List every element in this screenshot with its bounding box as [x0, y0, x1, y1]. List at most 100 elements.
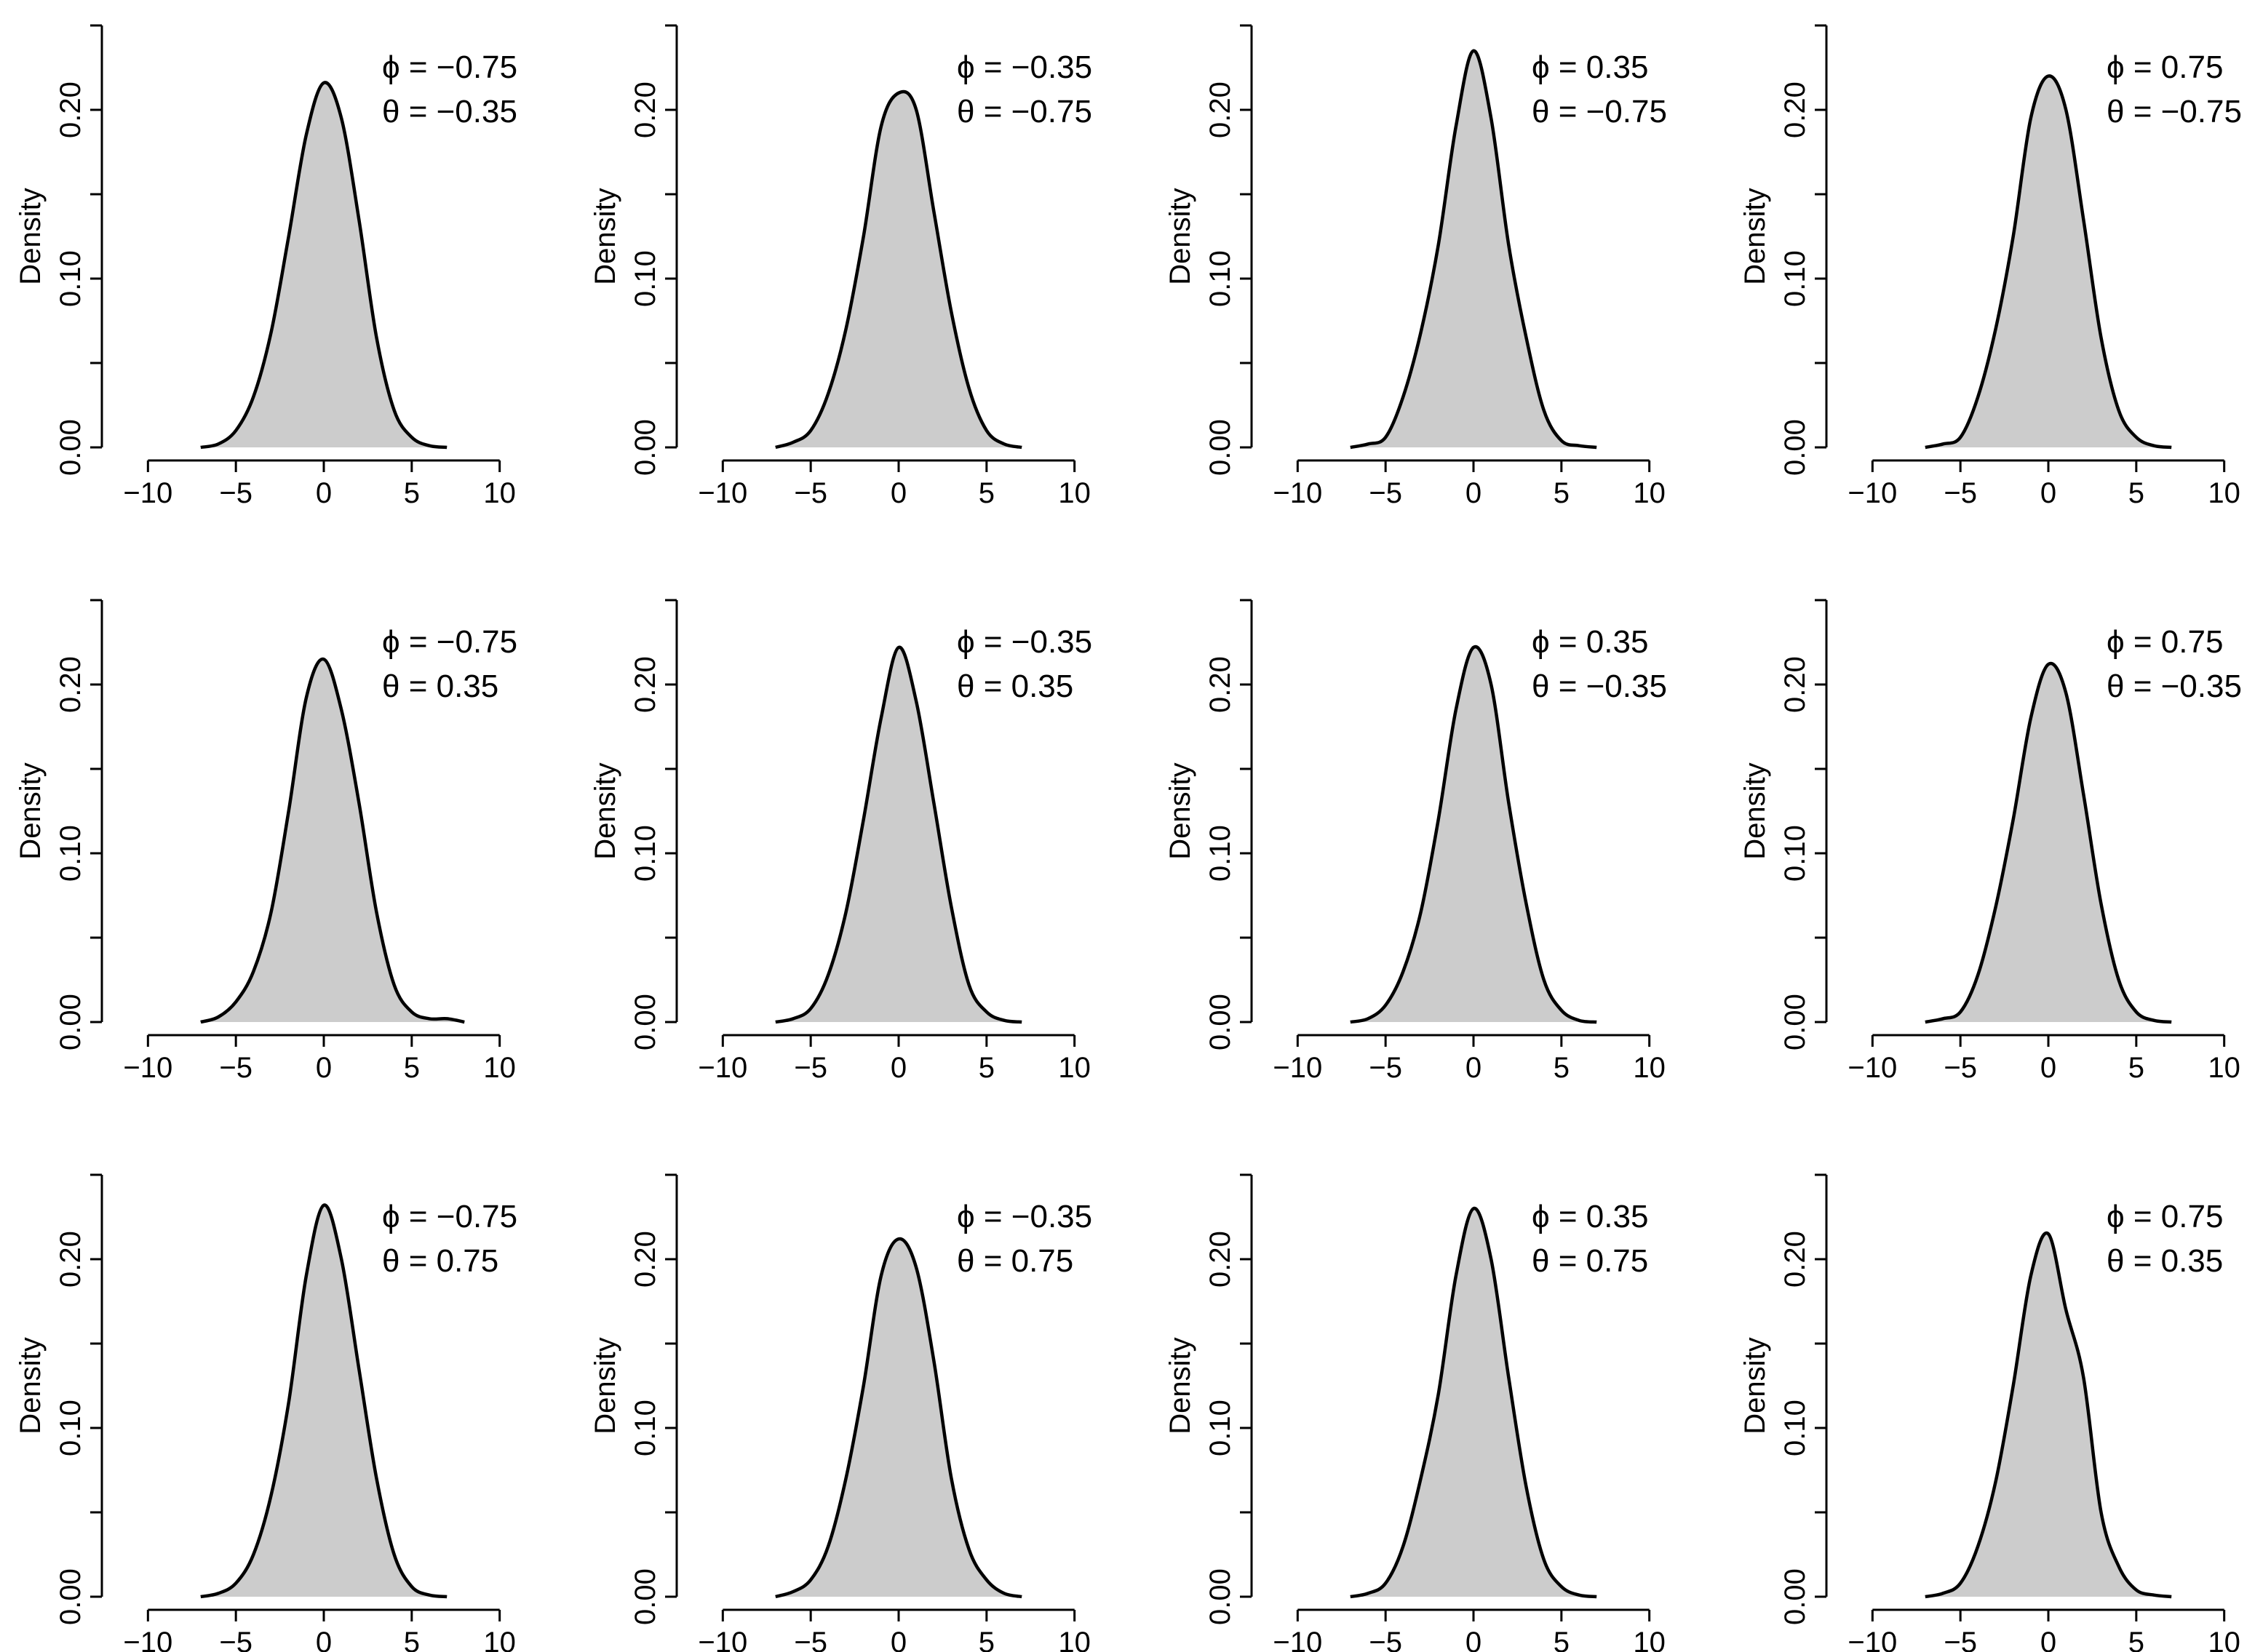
y-tick-label: 0.10 [1204, 1400, 1236, 1456]
y-tick-label: 0.00 [1204, 419, 1236, 476]
panel-9: −10 −5 0 5 10 0.00 0.10 0.20 Density ϕ = −0.75 θ =… [15, 1173, 517, 1652]
panel-4: −10 −5 0 5 10 0.00 0.10 0.20 Density ϕ = 0.75 θ = … [1739, 24, 2242, 509]
panel-7: −10 −5 0 5 10 0.00 0.10 0.20 Density ϕ = 0.35 θ = … [1164, 599, 1667, 1084]
theta-annotation: θ = 0.35 [957, 669, 1073, 704]
x-tick-label: 5 [1554, 1052, 1570, 1084]
y-tick-label: 0.10 [55, 1400, 87, 1456]
y-axis-label: Density [1164, 188, 1196, 284]
phi-annotation: ϕ = −0.35 [957, 1199, 1092, 1234]
theta-annotation: θ = −0.35 [382, 94, 517, 129]
theta-annotation: θ = 0.75 [1532, 1243, 1648, 1279]
y-tick-label: 0.20 [1779, 1231, 1811, 1288]
theta-annotation: θ = 0.35 [2107, 1243, 2223, 1279]
x-tick-label: −10 [1273, 1627, 1322, 1652]
phi-annotation: ϕ = 0.35 [1532, 1199, 1648, 1234]
density-curve [775, 1237, 1022, 1599]
x-tick-label: 5 [979, 1627, 995, 1652]
y-tick-label: 0.10 [1204, 825, 1236, 882]
y-tick-label: 0.00 [55, 1568, 87, 1625]
x-tick-label: −5 [1369, 1627, 1402, 1652]
x-tick-label: 10 [1633, 477, 1666, 509]
density-area [1350, 1208, 1597, 1597]
y-axis-label: Density [589, 188, 621, 284]
x-tick-label: 0 [891, 477, 907, 509]
x-tick-label: 10 [1058, 477, 1091, 509]
x-tick-label: 5 [404, 1627, 420, 1652]
density-area [1350, 647, 1597, 1022]
x-tick-label: −10 [1848, 1627, 1897, 1652]
x-tick-label: 10 [483, 477, 516, 509]
x-tick-label: 5 [979, 477, 995, 509]
theta-annotation: θ = −0.35 [1532, 669, 1667, 704]
y-tick-label: 0.20 [1204, 81, 1236, 138]
phi-annotation: ϕ = 0.35 [1532, 624, 1648, 660]
y-tick-label: 0.20 [1204, 656, 1236, 713]
theta-annotation: θ = 0.75 [382, 1243, 498, 1279]
theta-annotation: θ = 0.35 [382, 669, 498, 704]
phi-annotation: ϕ = 0.75 [2107, 624, 2223, 660]
density-area [1925, 76, 2172, 447]
x-tick-label: −5 [219, 1052, 252, 1084]
phi-annotation: ϕ = −0.75 [382, 624, 517, 660]
x-tick-label: 5 [1554, 1627, 1570, 1652]
x-tick-label: 0 [2040, 1052, 2056, 1084]
y-tick-label: 0.00 [55, 419, 87, 476]
phi-annotation: ϕ = 0.75 [2107, 49, 2223, 85]
density-curve [1925, 661, 2172, 1024]
panel-3: −10 −5 0 5 10 0.00 0.10 0.20 Density ϕ = 0.35 θ = … [1164, 24, 1667, 509]
theta-annotation: θ = −0.75 [1532, 94, 1667, 129]
x-tick-label: −10 [123, 1052, 172, 1084]
x-tick-label: 0 [316, 477, 332, 509]
x-tick-label: −10 [698, 477, 747, 509]
panel-11: −10 −5 0 5 10 0.00 0.10 0.20 Density ϕ = 0.35 θ = … [1164, 1173, 1666, 1652]
y-tick-label: 0.00 [629, 419, 661, 476]
y-tick-label: 0.10 [629, 1400, 661, 1456]
y-axis-label: Density [1739, 762, 1771, 859]
panel-12: −10 −5 0 5 10 0.00 0.10 0.20 Density ϕ = 0.75 θ = … [1739, 1173, 2240, 1652]
x-tick-label: 0 [2040, 1627, 2056, 1652]
density-area [200, 82, 448, 448]
y-tick-label: 0.10 [629, 250, 661, 307]
density-curve [1925, 1231, 2172, 1599]
x-tick-label: 10 [1058, 1052, 1091, 1084]
x-tick-label: −5 [1369, 477, 1402, 509]
x-tick-label: 10 [1633, 1627, 1666, 1652]
x-tick-label: −5 [219, 477, 252, 509]
y-axis-label: Density [15, 1337, 47, 1434]
theta-annotation: θ = −0.75 [2107, 94, 2242, 129]
phi-annotation: ϕ = −0.35 [957, 624, 1092, 660]
density-area [200, 1205, 448, 1597]
density-area [775, 91, 1022, 447]
panel-6: −10 −5 0 5 10 0.00 0.10 0.20 Density ϕ = −0.35 θ =… [589, 599, 1092, 1084]
phi-annotation: ϕ = 0.35 [1532, 49, 1648, 85]
phi-annotation: ϕ = −0.75 [382, 49, 517, 85]
x-tick-label: 5 [2128, 1627, 2144, 1652]
y-tick-label: 0.20 [629, 81, 661, 138]
y-tick-label: 0.10 [55, 250, 87, 307]
y-tick-label: 0.10 [55, 825, 87, 882]
x-tick-label: −10 [123, 477, 172, 509]
x-tick-label: 10 [2208, 1052, 2240, 1084]
x-tick-label: 5 [2128, 1052, 2144, 1084]
x-tick-label: −10 [1273, 477, 1322, 509]
x-tick-label: −5 [794, 1052, 827, 1084]
density-curve [1350, 1207, 1597, 1599]
x-tick-label: 0 [1465, 1627, 1482, 1652]
panel-5: −10 −5 0 5 10 0.00 0.10 0.20 Density ϕ = −0.75 θ =… [15, 599, 517, 1084]
x-tick-label: −10 [1273, 1052, 1322, 1084]
x-tick-label: 5 [404, 477, 420, 509]
panel-1: −10 −5 0 5 10 0.00 0.10 0.20 Density ϕ = −0.75 θ =… [15, 24, 517, 509]
y-axis-label: Density [1164, 762, 1196, 859]
x-tick-label: 10 [2208, 1627, 2240, 1652]
x-tick-label: −5 [1944, 477, 1977, 509]
x-tick-label: −10 [698, 1052, 747, 1084]
x-tick-label: −10 [698, 1627, 747, 1652]
x-tick-label: −5 [1944, 1627, 1977, 1652]
x-tick-label: 10 [483, 1052, 516, 1084]
y-tick-label: 0.20 [1779, 656, 1811, 713]
y-tick-label: 0.00 [1779, 1568, 1811, 1625]
phi-annotation: ϕ = 0.75 [2107, 1199, 2223, 1234]
density-curve [775, 645, 1022, 1024]
y-axis-label: Density [1739, 1337, 1771, 1434]
